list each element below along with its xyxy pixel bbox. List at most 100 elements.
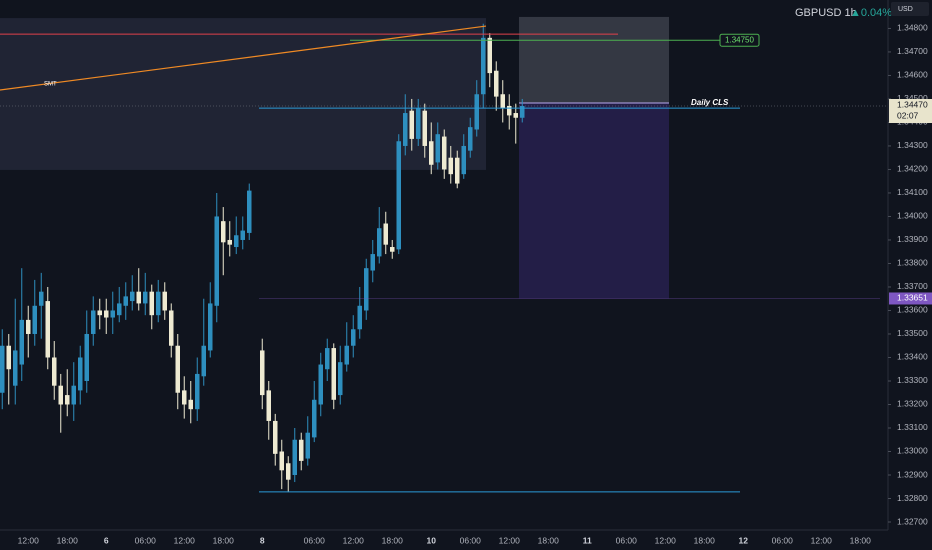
candle-body (383, 223, 388, 245)
candle-body (292, 439, 297, 476)
stop-price-box (889, 292, 932, 305)
x-tick-label: 18:00 (57, 535, 79, 545)
candle-body (162, 291, 167, 311)
candle-body (403, 113, 408, 146)
candle-body (136, 291, 141, 304)
y-tick-label: 1.34700 (897, 46, 928, 56)
candle-body (221, 221, 226, 243)
candle-body (266, 390, 271, 421)
trendline (0, 25, 487, 91)
candle-body (461, 145, 466, 175)
candle-body (45, 301, 50, 358)
candle-body (39, 291, 44, 306)
candle-body (91, 310, 96, 334)
candle-body (123, 296, 128, 306)
y-tick-label: 1.34600 (897, 70, 928, 80)
x-tick-label: 06:00 (772, 535, 794, 545)
candle-body (370, 254, 375, 271)
x-tick-label: 12:00 (174, 535, 196, 545)
candle-body (325, 348, 330, 370)
candle-body (312, 399, 317, 438)
candle-body (435, 134, 440, 163)
x-tick-label: 12:00 (811, 535, 833, 545)
y-tick-label: 1.33800 (897, 258, 928, 268)
candle-body (188, 399, 193, 410)
candle-body (344, 345, 349, 365)
stop-price-label: 1.33651 (897, 293, 928, 303)
x-tick-label: 18:00 (213, 535, 235, 545)
candle-body (273, 420, 278, 454)
candle-body (474, 94, 479, 130)
x-tick-label: 12:00 (343, 535, 365, 545)
price-axis-panel (888, 0, 932, 550)
candle-body (416, 108, 421, 139)
candle-body (97, 310, 102, 316)
y-tick-label: 1.34300 (897, 140, 928, 150)
x-tick-label: 06:00 (460, 535, 482, 545)
x-tick-label: 12:00 (655, 535, 677, 545)
candle-body (13, 350, 18, 386)
x-tick-label: 18:00 (850, 535, 872, 545)
candle-body (455, 157, 460, 184)
level-label-box (719, 33, 760, 47)
x-tick-label: 10 (427, 535, 437, 545)
x-tick-label: 06:00 (616, 535, 638, 545)
candle-body (513, 113, 518, 118)
candle-body (481, 37, 486, 95)
drawings-front: Daily CLS SMT 1.34750 (0, 25, 880, 493)
candle-body (279, 451, 284, 471)
candle-body (175, 345, 180, 393)
candle-body (487, 37, 492, 74)
candle-body (104, 310, 109, 318)
y-tick-label: 1.33900 (897, 234, 928, 244)
candle-body (286, 463, 291, 480)
candle-body (364, 268, 369, 311)
level-name: Daily CLS (691, 98, 729, 107)
candle-body (214, 216, 219, 306)
axes: 1.32700 1.32800 1.32900 1.33000 1.33100 1.332… (18, 23, 932, 545)
level-label: 1.34750 (725, 35, 754, 44)
candle-body (65, 395, 70, 405)
candle-body (227, 239, 232, 245)
y-tick-label: 1.33700 (897, 281, 928, 291)
candle-body (357, 305, 362, 330)
currency: USD (898, 6, 913, 13)
candle-body (208, 303, 213, 351)
candle-body (240, 230, 245, 240)
candle-body (422, 110, 427, 146)
candle-body (110, 310, 115, 318)
candle-body (377, 228, 382, 257)
candle-body (78, 357, 83, 391)
candle-body (448, 157, 453, 175)
y-tick-label: 1.34500 (897, 93, 928, 103)
candle-body (156, 291, 161, 316)
y-tick-label: 1.33500 (897, 328, 928, 338)
candle-body (409, 110, 414, 139)
candle-body (429, 141, 434, 165)
candle-body (71, 385, 76, 405)
candle-body (500, 94, 505, 109)
x-tick-label: 12:00 (499, 535, 521, 545)
candle-body (195, 373, 200, 410)
candle-body (201, 345, 206, 377)
candle-body (6, 345, 11, 370)
candle-body (182, 390, 187, 405)
candle-body (299, 439, 304, 461)
y-tick-label: 1.33400 (897, 352, 928, 362)
y-tick-label: 1.32900 (897, 469, 928, 479)
candle-body (396, 141, 401, 250)
candle-body (442, 136, 447, 170)
last-price-label: 1.34470 (897, 99, 928, 109)
candle-body (149, 291, 154, 316)
candle-body (58, 385, 63, 405)
x-tick-label: 12 (739, 535, 749, 545)
target-box (519, 16, 669, 103)
symbol: GBPUSD (795, 7, 842, 19)
x-tick-label: 8 (260, 535, 265, 545)
candle-body (338, 362, 343, 396)
zone (0, 18, 486, 170)
candle-body (260, 350, 265, 396)
